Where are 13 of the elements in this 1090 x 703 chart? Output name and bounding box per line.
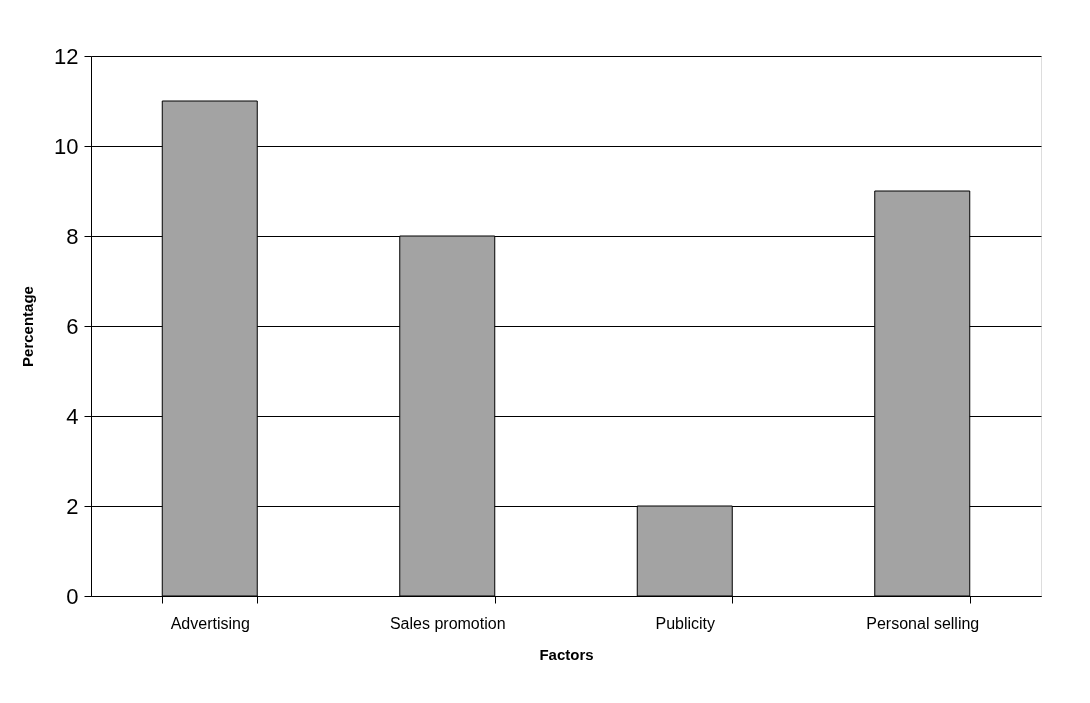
x-axis-title: Factors — [539, 645, 594, 663]
x-tick-label: Sales promotion — [389, 614, 506, 632]
y-tick-label: 0 — [66, 583, 79, 609]
y-tick-label: 6 — [66, 313, 79, 339]
y-tick-label: 12 — [54, 43, 79, 69]
y-axis-title: Percentage — [19, 286, 37, 367]
y-tick-label: 4 — [66, 403, 79, 429]
x-tick-label: Publicity — [655, 614, 716, 632]
y-tick-label: 8 — [66, 223, 79, 249]
x-tick-label: Advertising — [170, 614, 250, 632]
x-tick-label: Personal selling — [866, 614, 980, 632]
y-tick-label: 10 — [54, 133, 79, 159]
y-tick-label: 2 — [66, 493, 79, 519]
